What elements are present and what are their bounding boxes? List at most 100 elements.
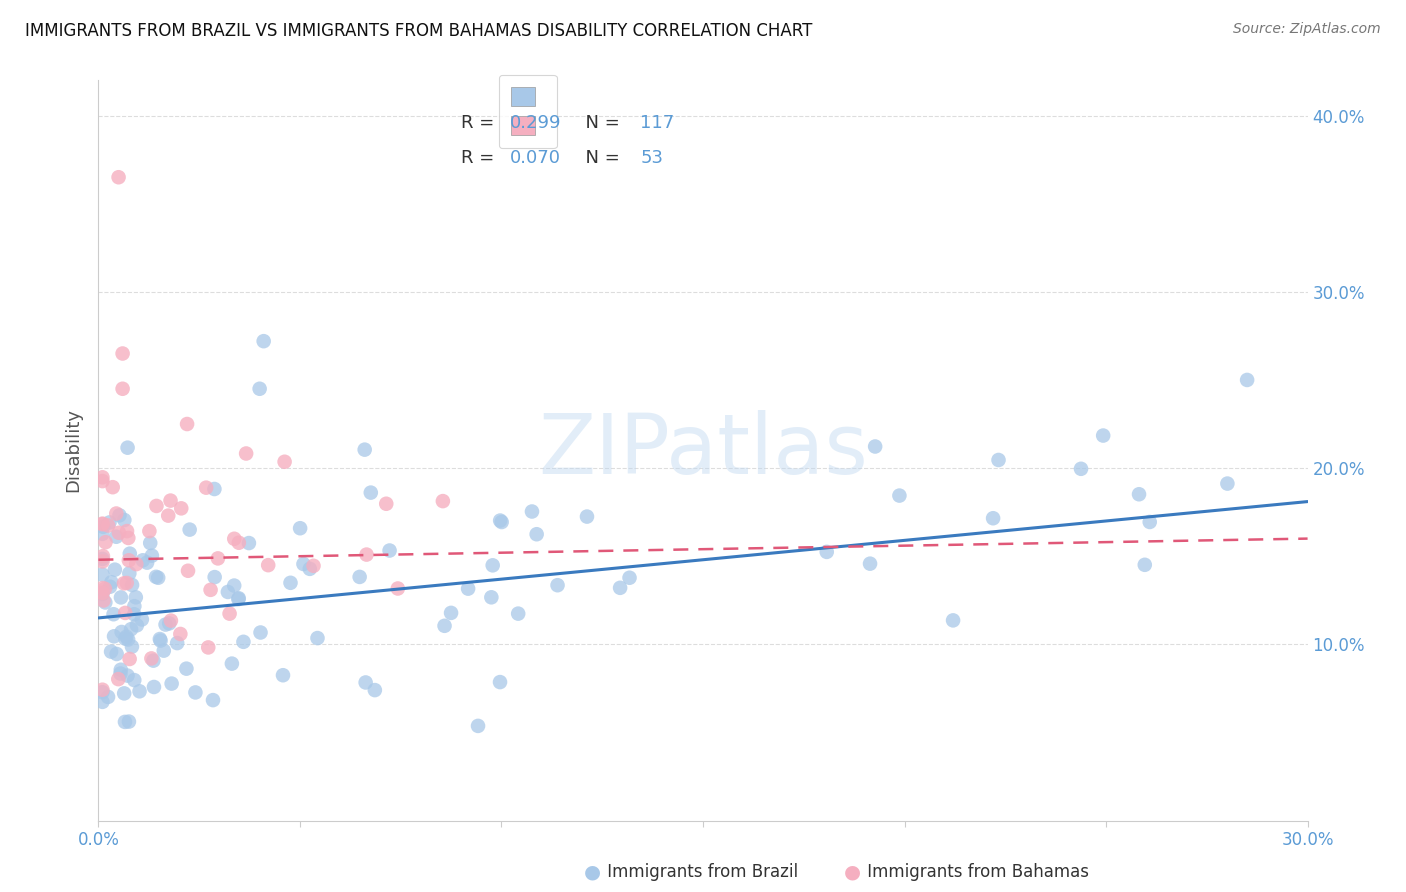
Point xyxy=(217,585,239,599)
Point xyxy=(489,514,512,528)
Point xyxy=(155,617,177,632)
Point xyxy=(375,497,398,511)
Point xyxy=(292,557,315,571)
Point xyxy=(110,666,132,681)
Point xyxy=(104,563,127,577)
Point xyxy=(125,557,148,571)
Point xyxy=(1070,462,1092,476)
Point xyxy=(981,511,1004,525)
Point xyxy=(117,632,139,647)
Point xyxy=(273,455,295,469)
Point xyxy=(1128,487,1150,501)
Point xyxy=(97,690,120,704)
Point xyxy=(200,582,222,597)
Text: R =: R = xyxy=(461,149,501,167)
Point xyxy=(103,629,125,643)
Point xyxy=(112,576,135,591)
Point xyxy=(238,536,260,550)
Point xyxy=(547,578,569,592)
Point xyxy=(467,719,489,733)
Point xyxy=(249,382,271,396)
Point xyxy=(298,562,321,576)
Point xyxy=(143,680,166,694)
Point xyxy=(235,446,257,460)
Point xyxy=(125,618,148,632)
Text: 53: 53 xyxy=(640,149,664,167)
Point xyxy=(108,508,131,523)
Point xyxy=(128,684,150,698)
Point xyxy=(91,685,114,699)
Point xyxy=(117,668,139,682)
Point xyxy=(91,554,114,568)
Point xyxy=(859,557,882,571)
Legend: , : , xyxy=(499,75,557,148)
Point xyxy=(520,504,543,518)
Point xyxy=(271,668,294,682)
Point xyxy=(91,581,114,595)
Point xyxy=(160,614,183,628)
Point xyxy=(479,591,502,605)
Point xyxy=(288,521,311,535)
Point xyxy=(145,499,167,513)
Point xyxy=(138,524,160,538)
Point xyxy=(91,586,114,600)
Point xyxy=(91,587,114,601)
Point xyxy=(91,517,114,532)
Point xyxy=(98,580,121,594)
Point xyxy=(107,672,129,686)
Point xyxy=(118,547,141,561)
Point xyxy=(889,489,911,503)
Point xyxy=(1092,428,1115,442)
Point xyxy=(94,535,117,549)
Point xyxy=(148,571,170,585)
Point xyxy=(169,627,191,641)
Point xyxy=(91,682,114,697)
Point xyxy=(100,575,122,590)
Point xyxy=(176,662,198,676)
Point xyxy=(1216,476,1239,491)
Point xyxy=(176,417,198,431)
Point xyxy=(815,545,838,559)
Text: ●: ● xyxy=(844,863,860,881)
Point xyxy=(141,549,163,563)
Point xyxy=(433,619,456,633)
Point xyxy=(114,632,136,646)
Point xyxy=(111,346,134,360)
Point xyxy=(145,570,167,584)
Point xyxy=(184,685,207,699)
Point xyxy=(440,606,463,620)
Point xyxy=(489,675,512,690)
Point xyxy=(224,578,246,592)
Point xyxy=(195,481,218,495)
Point xyxy=(218,607,240,621)
Point xyxy=(112,513,135,527)
Point xyxy=(122,607,145,622)
Point xyxy=(526,527,548,541)
Point xyxy=(177,564,200,578)
Point xyxy=(114,606,136,620)
Point xyxy=(232,635,254,649)
Point xyxy=(107,170,129,185)
Text: Immigrants from Bahamas: Immigrants from Bahamas xyxy=(862,863,1088,881)
Point xyxy=(170,501,193,516)
Point xyxy=(122,673,145,687)
Point xyxy=(249,625,271,640)
Point xyxy=(619,571,641,585)
Point xyxy=(110,625,132,640)
Point xyxy=(257,558,280,573)
Point xyxy=(307,631,329,645)
Point xyxy=(132,553,155,567)
Point xyxy=(179,523,201,537)
Point xyxy=(228,535,250,549)
Point xyxy=(197,640,219,655)
Point xyxy=(118,714,141,729)
Point xyxy=(131,612,153,626)
Point xyxy=(91,552,114,566)
Point xyxy=(157,508,180,523)
Point xyxy=(118,566,141,581)
Point xyxy=(91,516,114,531)
Point xyxy=(228,592,250,607)
Point xyxy=(204,482,226,496)
Point xyxy=(575,509,598,524)
Text: N =: N = xyxy=(574,149,626,167)
